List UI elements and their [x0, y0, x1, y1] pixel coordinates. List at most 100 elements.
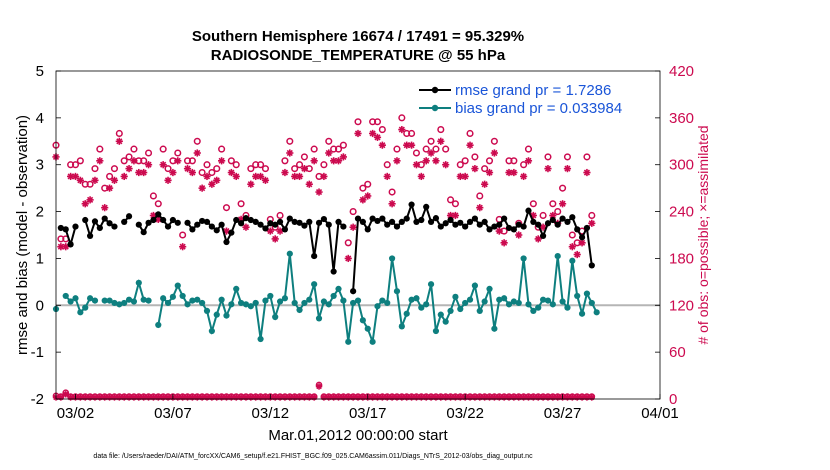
y-axis-right-label: # of obs: o=possible; ×=assimilated [695, 125, 711, 344]
asterisk-stroke [150, 212, 157, 219]
bias-data-point [486, 285, 493, 292]
bias-data-point [77, 309, 84, 316]
obs-possible-marker [325, 137, 333, 145]
obs-possible-marker [588, 211, 596, 220]
asterisk-stroke [247, 181, 254, 188]
chart-title: Southern Hemisphere 16674 / 17491 = 95.3… [192, 28, 524, 45]
bias-data-point [301, 299, 308, 307]
asterisk-stroke [462, 173, 469, 180]
rmse-data-point [262, 225, 269, 232]
rmse-data-point [291, 218, 298, 225]
asterisk-stroke [203, 173, 211, 180]
bias-series [52, 250, 600, 345]
obs-assimilated-marker [364, 192, 372, 200]
obs-possible-marker [140, 157, 148, 165]
rmse-data-point [96, 224, 103, 232]
obs-possible-marker [549, 200, 557, 208]
y-right-tick-label: 180 [669, 250, 694, 267]
obs-assimilated-marker [115, 137, 123, 145]
bias-data-point [121, 299, 128, 307]
obs-possible-marker [481, 165, 489, 173]
rmse-data-point [452, 221, 459, 228]
rmse-data-point [384, 221, 391, 228]
asterisk-stroke [130, 157, 138, 164]
obs-possible-marker [539, 211, 547, 220]
bias-data-point [247, 303, 254, 310]
bias-data-point [354, 297, 362, 304]
obs-assimilated-marker [101, 204, 109, 212]
bias-data-point [174, 282, 181, 289]
obs-assimilated-marker [71, 172, 80, 181]
y-right-tick-label: 420 [669, 63, 694, 80]
rmse-data-point [554, 221, 561, 228]
rmse-data-point [194, 221, 201, 228]
obs-assimilated-marker [86, 196, 94, 204]
bias-data-point [462, 299, 469, 307]
obs-assimilated-marker [520, 172, 528, 181]
rmse-data-point [267, 220, 274, 227]
obs-low-assimilated-marker [101, 394, 108, 401]
asterisk-stroke [330, 157, 337, 164]
obs-possible-marker [563, 153, 572, 161]
bias-data-point [242, 301, 250, 308]
rmse-data-point [350, 288, 357, 295]
bias-data-point [199, 299, 206, 307]
bias-data-point [223, 312, 230, 319]
obs-possible-marker [110, 165, 119, 173]
rmse-data-point [340, 223, 347, 230]
obs-possible-marker [257, 161, 265, 169]
asterisk-stroke [393, 157, 401, 164]
rmse-data-point [286, 215, 293, 222]
rmse-data-point [111, 223, 118, 230]
obs-possible-marker [393, 145, 401, 153]
bias-data-point [564, 304, 571, 311]
obs-assimilated-marker [359, 196, 367, 204]
obs-low-assimilated-marker [62, 391, 69, 398]
obs-possible-marker [276, 211, 284, 220]
rmse-data-point [559, 215, 566, 222]
obs-possible-marker [554, 208, 562, 216]
obs-assimilated-marker [300, 165, 309, 173]
asterisk-stroke [496, 228, 503, 235]
bias-data-point [320, 298, 328, 305]
rmse-data-point [330, 268, 337, 275]
asterisk-stroke [340, 153, 347, 160]
obs-possible-marker [130, 145, 138, 153]
legend-rmse-label: rmse grand pr = 1.7286 [455, 82, 611, 99]
obs-possible-marker [227, 157, 235, 165]
rmse-data-point [578, 234, 586, 241]
bias-data-point [184, 301, 191, 308]
bias-data-point [315, 315, 323, 322]
rmse-data-point [272, 221, 279, 228]
obs-possible-marker [193, 137, 201, 145]
obs-assimilated-marker [247, 180, 255, 188]
obs-assimilated-marker [193, 149, 201, 157]
bias-data-point [398, 323, 405, 330]
bias-data-point [140, 296, 147, 303]
rmse-data-point [369, 215, 376, 222]
rmse-data-point [491, 223, 498, 230]
obs-assimilated-marker [481, 180, 489, 188]
asterisk-stroke [515, 231, 522, 239]
bias-data-point [471, 282, 479, 289]
obs-possible-marker [198, 168, 206, 177]
x-axis-label: Mar.01,2012 00:00:00 start [268, 427, 448, 444]
obs-possible-marker [120, 157, 128, 165]
obs-assimilated-marker [398, 125, 406, 134]
obs-assimilated-marker [256, 172, 265, 181]
bias-data-point [427, 281, 435, 288]
asterisk-stroke [505, 169, 513, 176]
rmse-data-point [442, 220, 449, 227]
bias-data-point [588, 299, 595, 307]
chart-subtitle: RADIOSONDE_TEMPERATURE @ 55 hPa [211, 47, 506, 64]
y-right-tick-label: 120 [669, 297, 694, 314]
rmse-data-point [379, 215, 386, 222]
obs-possible-marker [412, 149, 421, 157]
rmse-data-point [301, 222, 308, 229]
rmse-data-point [413, 218, 420, 225]
obs-assimilated-marker [466, 141, 474, 149]
obs-assimilated-marker [179, 243, 187, 251]
asterisk-stroke [350, 224, 357, 231]
obs-possible-marker [320, 161, 328, 169]
rmse-data-point [408, 201, 415, 208]
